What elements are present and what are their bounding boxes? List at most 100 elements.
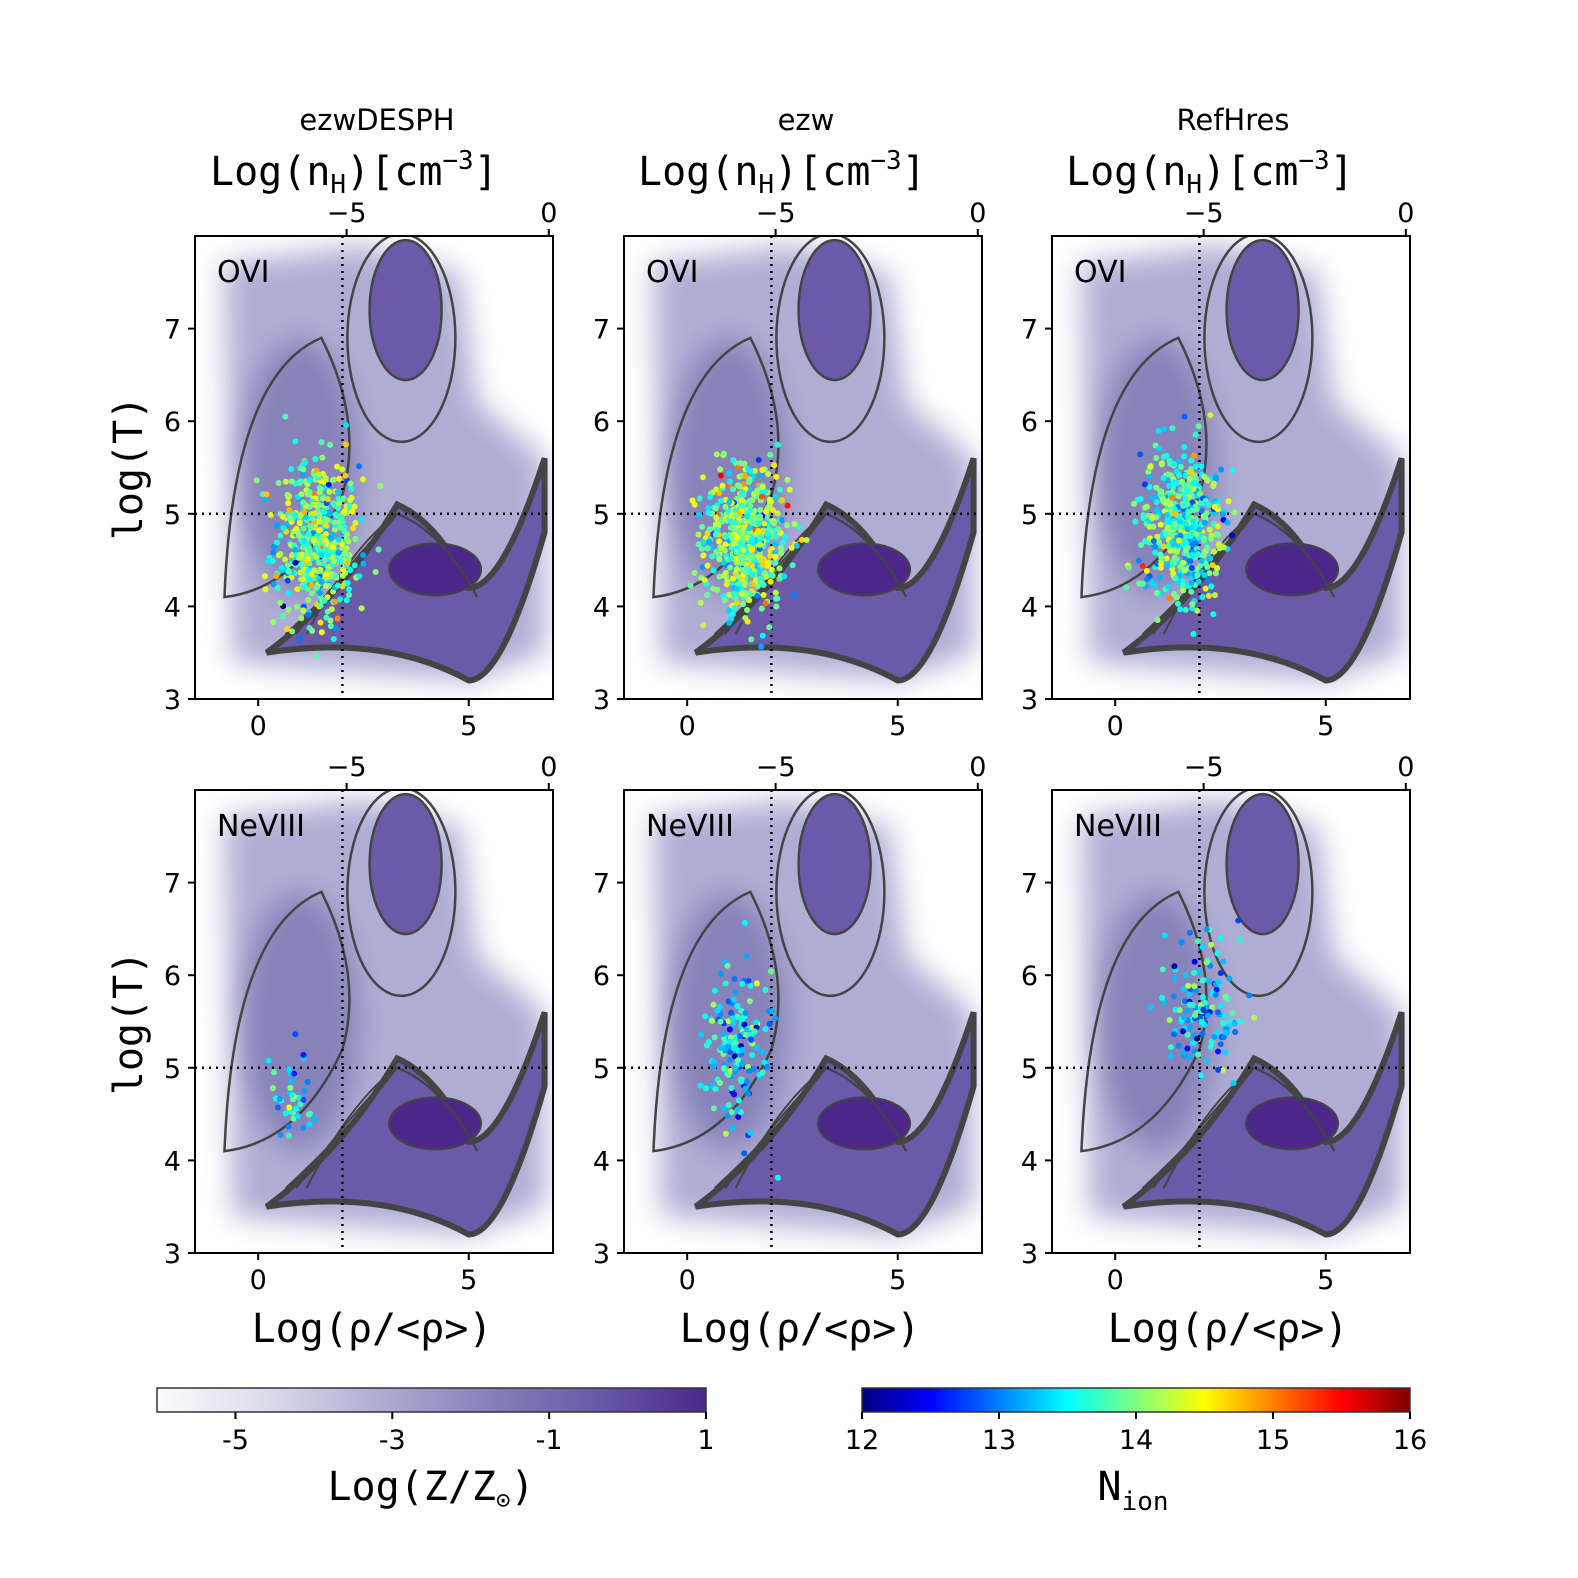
scatter-point bbox=[732, 513, 739, 520]
scatter-point bbox=[1198, 463, 1205, 470]
scatter-point bbox=[1204, 1057, 1211, 1064]
scatter-point bbox=[275, 480, 282, 487]
panel-frame bbox=[623, 789, 983, 1254]
scatter-point bbox=[1151, 582, 1158, 589]
scatter-point bbox=[318, 540, 325, 547]
scatter-point bbox=[285, 494, 292, 501]
scatter-point bbox=[778, 550, 785, 557]
scatter-point bbox=[307, 523, 314, 530]
scatter-point bbox=[717, 497, 724, 504]
scatter-point bbox=[1153, 498, 1160, 505]
scatter-point bbox=[339, 572, 346, 579]
scatter-point bbox=[710, 1001, 717, 1008]
scatter-point bbox=[774, 1174, 781, 1181]
scatter-point bbox=[285, 1123, 292, 1130]
scatter-point bbox=[282, 1110, 289, 1117]
scatter-point bbox=[784, 522, 791, 529]
scatter-point bbox=[360, 560, 367, 567]
hot-halo-contour bbox=[346, 790, 457, 998]
scatter-point bbox=[1175, 493, 1182, 500]
scatter-point bbox=[1160, 475, 1167, 482]
scatter-point bbox=[289, 552, 296, 559]
scatter-point bbox=[358, 516, 365, 523]
scatter-point bbox=[318, 552, 325, 559]
scatter-point bbox=[717, 1018, 724, 1025]
scatter-point bbox=[1215, 1048, 1222, 1055]
scatter-point bbox=[714, 527, 721, 534]
scatter-point bbox=[1212, 991, 1219, 998]
scatter-point bbox=[308, 581, 315, 588]
scatter-point bbox=[292, 546, 299, 553]
scatter-point bbox=[1222, 1049, 1229, 1056]
scatter-point bbox=[1192, 540, 1199, 547]
scatter-point bbox=[721, 572, 728, 579]
scatter-point bbox=[319, 454, 326, 461]
scatter-point bbox=[721, 958, 728, 965]
top-tick-label: −5 bbox=[756, 198, 796, 229]
scatter-point bbox=[1214, 1029, 1221, 1036]
scatter-point bbox=[727, 564, 734, 571]
scatter-point bbox=[321, 547, 328, 554]
scatter-point bbox=[1188, 524, 1195, 531]
x-tick-label: 5 bbox=[460, 711, 477, 742]
scatter-point bbox=[1194, 1035, 1201, 1042]
scatter-point bbox=[282, 556, 289, 563]
scatter-point bbox=[1190, 480, 1197, 487]
scatter-point bbox=[729, 535, 736, 542]
scatter-point bbox=[286, 515, 293, 522]
scatter-point bbox=[1132, 518, 1139, 525]
scatter-point bbox=[704, 545, 711, 552]
scatter-point bbox=[1146, 484, 1153, 491]
y-tick-label: 4 bbox=[1021, 1146, 1038, 1177]
scatter-point bbox=[1203, 510, 1210, 517]
scatter-point bbox=[1167, 1052, 1174, 1059]
scatter-point bbox=[344, 560, 351, 567]
scatter-point bbox=[1182, 495, 1189, 502]
scatter-point bbox=[732, 1045, 739, 1052]
scatter-point bbox=[335, 495, 342, 502]
scatter-point bbox=[1184, 1045, 1191, 1052]
x-tick-label: 5 bbox=[889, 1265, 906, 1296]
scatter-point bbox=[1182, 520, 1189, 527]
scatter-point bbox=[1160, 426, 1167, 433]
scatter-point bbox=[292, 1031, 299, 1038]
scatter-point bbox=[1191, 969, 1198, 976]
y-tick-label: 7 bbox=[164, 315, 181, 346]
x-axis-label: Log(ρ/<ρ>) bbox=[252, 1306, 493, 1352]
scatter-point bbox=[1232, 1028, 1239, 1035]
scatter-point bbox=[326, 534, 333, 541]
scatter-point bbox=[1123, 584, 1130, 591]
scatter-point bbox=[315, 559, 322, 566]
scatter-point bbox=[742, 473, 749, 480]
hot-halo-contour bbox=[368, 238, 443, 382]
colorbar-tick-label: 13 bbox=[982, 1425, 1016, 1456]
scatter-point bbox=[739, 1061, 746, 1068]
scatter-point bbox=[704, 591, 711, 598]
scatter-point bbox=[334, 463, 341, 470]
scatter-point bbox=[1157, 521, 1164, 528]
scatter-point bbox=[1206, 555, 1213, 562]
scatter-point bbox=[768, 968, 775, 975]
scatter-point bbox=[721, 1065, 728, 1072]
y-tick-label: 5 bbox=[593, 1054, 610, 1085]
scatter-point bbox=[710, 1059, 717, 1066]
scatter-point bbox=[1164, 561, 1171, 568]
y-tick-label: 3 bbox=[1021, 1239, 1038, 1270]
scatter-point bbox=[1200, 552, 1207, 559]
scatter-point bbox=[766, 624, 773, 631]
scatter-point bbox=[1202, 585, 1209, 592]
scatter-point bbox=[306, 624, 313, 631]
scatter-point bbox=[777, 545, 784, 552]
y-axis-label: log(T) bbox=[106, 396, 152, 541]
scatter-point bbox=[767, 451, 774, 458]
scatter-point bbox=[743, 565, 750, 572]
column-title: ezw bbox=[778, 103, 835, 137]
y-tick-label: 5 bbox=[1021, 1054, 1038, 1085]
scatter-point bbox=[1147, 463, 1154, 470]
scatter-point bbox=[753, 1044, 760, 1051]
scatter-point bbox=[300, 525, 307, 532]
colorbar-metallicity-bar bbox=[156, 1387, 707, 1413]
scatter-point bbox=[793, 542, 800, 549]
scatter-point bbox=[336, 518, 343, 525]
scatter-point bbox=[1189, 551, 1196, 558]
